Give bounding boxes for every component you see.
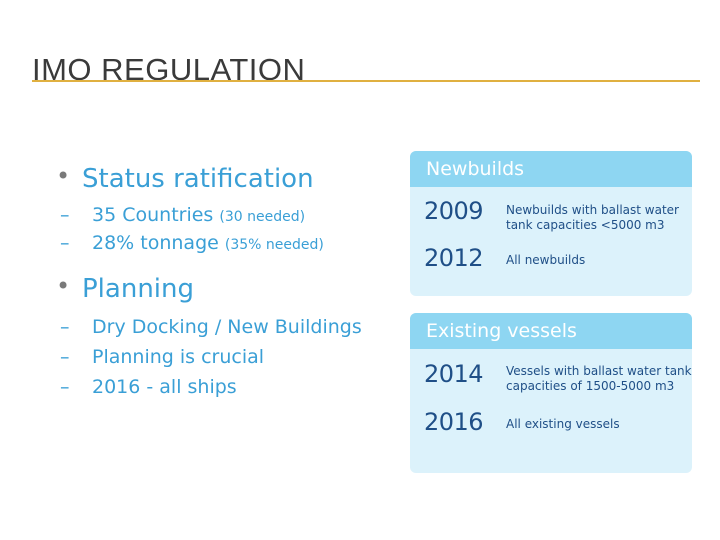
bullet-label: Status ratification bbox=[82, 164, 314, 194]
sub-bullet-countries: – 35 Countries (30 needed) bbox=[56, 204, 401, 226]
timeline-description: All newbuilds bbox=[506, 253, 586, 267]
sub-bullet-note: (35% needed) bbox=[224, 237, 324, 253]
sub-bullet-dry-docking: – Dry Docking / New Buildings bbox=[56, 316, 401, 338]
bullet-dot-icon: • bbox=[56, 272, 71, 300]
newbuilds-card: Newbuilds 2009 Newbuilds with ballast wa… bbox=[410, 151, 692, 296]
timeline-row: 2014 Vessels with ballast water tank cap… bbox=[424, 360, 692, 393]
dash-icon: – bbox=[60, 346, 70, 368]
newbuilds-heading: Newbuilds bbox=[410, 151, 692, 187]
timeline-year: 2012 bbox=[424, 244, 484, 272]
dash-icon: – bbox=[60, 204, 70, 226]
timeline-year: 2014 bbox=[424, 360, 484, 388]
title-underline bbox=[32, 80, 700, 82]
bullet-list: • Status ratification – 35 Countries (30… bbox=[56, 162, 401, 398]
timeline-row: 2016 All existing vessels bbox=[424, 408, 620, 436]
timeline-row: 2012 All newbuilds bbox=[424, 244, 585, 272]
timeline-description: Newbuilds with ballast water tank capaci… bbox=[506, 203, 679, 232]
timeline-year: 2016 bbox=[424, 408, 484, 436]
sub-bullet-text: Dry Docking / New Buildings bbox=[92, 316, 362, 338]
timeline-description: Vessels with ballast water tank capaciti… bbox=[506, 364, 692, 393]
existing-vessels-heading: Existing vessels bbox=[410, 313, 692, 349]
sub-bullet-note: (30 needed) bbox=[219, 209, 306, 225]
bullet-dot-icon: • bbox=[56, 162, 71, 190]
sub-bullet-text: 2016 - all ships bbox=[92, 376, 237, 398]
sub-bullet-2016: – 2016 - all ships bbox=[56, 376, 401, 398]
dash-icon: – bbox=[60, 376, 70, 398]
dash-icon: – bbox=[60, 316, 70, 338]
bullet-status-ratification: • Status ratification bbox=[56, 162, 401, 194]
sub-bullet-text: 28% tonnage bbox=[92, 232, 219, 254]
bullet-label: Planning bbox=[82, 274, 194, 304]
bullet-planning: • Planning bbox=[56, 272, 401, 304]
dash-icon: – bbox=[60, 232, 70, 254]
slide-title: IMO REGULATION bbox=[32, 52, 306, 87]
timeline-year: 2009 bbox=[424, 197, 484, 225]
sub-bullet-text: 35 Countries bbox=[92, 204, 214, 226]
sub-bullet-planning-crucial: – Planning is crucial bbox=[56, 346, 401, 368]
sub-bullet-text: Planning is crucial bbox=[92, 346, 265, 368]
timeline-row: 2009 Newbuilds with ballast water tank c… bbox=[424, 197, 679, 232]
timeline-description: All existing vessels bbox=[506, 417, 620, 431]
sub-bullet-tonnage: – 28% tonnage (35% needed) bbox=[56, 232, 401, 254]
existing-vessels-card: Existing vessels 2014 Vessels with balla… bbox=[410, 313, 692, 473]
